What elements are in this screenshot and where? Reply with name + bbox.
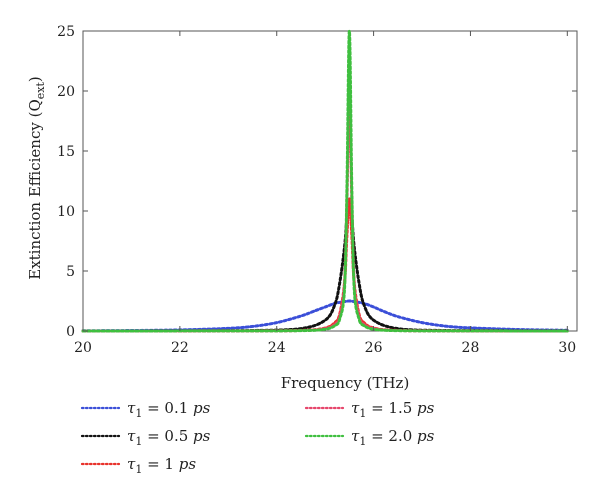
legend-label-unit: ps bbox=[417, 399, 435, 417]
y-tick-label: 20 bbox=[57, 84, 75, 100]
series-lines bbox=[81, 29, 569, 333]
y-tick-label: 15 bbox=[57, 144, 75, 160]
legend-item: τ1 = 1.5 ps bbox=[304, 399, 435, 420]
legend-label-unit: ps bbox=[193, 427, 211, 445]
legend-label-unit: ps bbox=[193, 399, 211, 417]
legend-label-symbol: τ bbox=[351, 427, 360, 445]
legend-label-value: = 2.0 bbox=[366, 427, 417, 445]
series-line-1 bbox=[81, 299, 569, 333]
legend-label: τ1 = 1.5 ps bbox=[351, 399, 435, 420]
y-axis-title: Extinction Efficiency (Qext) bbox=[26, 76, 47, 280]
legend-label: τ1 = 1 ps bbox=[127, 455, 196, 476]
y-tick-label: 5 bbox=[66, 264, 75, 280]
legend-item: τ1 = 0.1 ps bbox=[80, 399, 211, 420]
y-tick-label: 0 bbox=[66, 324, 75, 340]
y-axis-title-close: ) bbox=[26, 76, 44, 82]
y-tick-label: 10 bbox=[57, 204, 75, 220]
series-line-3 bbox=[81, 197, 569, 333]
legend-label-value: = 1 bbox=[142, 455, 178, 473]
legend-label: τ1 = 2.0 ps bbox=[351, 427, 435, 448]
y-axis-title-main: Extinction Efficiency (Q bbox=[26, 99, 44, 280]
svg-text:Extinction Efficiency (Qext): Extinction Efficiency (Qext) bbox=[26, 76, 47, 280]
legend-label-value: = 1.5 bbox=[366, 399, 417, 417]
legend-label-symbol: τ bbox=[351, 399, 360, 417]
legend-label-symbol: τ bbox=[127, 399, 136, 417]
series-line-5 bbox=[81, 29, 569, 333]
x-tick-label: 28 bbox=[462, 340, 480, 356]
x-tick-label: 30 bbox=[558, 340, 576, 356]
y-tick-label: 25 bbox=[57, 24, 75, 40]
x-axis-ticks: 20 22 24 26 28 30 bbox=[74, 31, 576, 356]
plot-frame bbox=[82, 30, 578, 332]
legend-label-subscript: 1 bbox=[359, 407, 366, 420]
legend-label-subscript: 1 bbox=[135, 463, 142, 476]
series-line-2 bbox=[81, 197, 569, 333]
legend-label: τ1 = 0.1 ps bbox=[127, 399, 211, 420]
legend-label-unit: ps bbox=[417, 427, 435, 445]
x-axis-title: Frequency (THz) bbox=[281, 374, 410, 392]
x-tick-label: 24 bbox=[268, 340, 286, 356]
series-line-4 bbox=[81, 95, 569, 333]
y-axis-ticks: 0 5 10 15 20 25 bbox=[57, 24, 577, 340]
legend-label-symbol: τ bbox=[127, 455, 136, 473]
legend-item: τ1 = 0.5 ps bbox=[80, 427, 211, 448]
legend-label-subscript: 1 bbox=[135, 435, 142, 448]
plot-area bbox=[82, 30, 578, 332]
legend-label-subscript: 1 bbox=[359, 435, 366, 448]
legend-label-value: = 0.5 bbox=[142, 427, 193, 445]
legend-label-subscript: 1 bbox=[135, 407, 142, 420]
legend-label-symbol: τ bbox=[127, 427, 136, 445]
legend-label-value: = 0.1 bbox=[142, 399, 193, 417]
x-tick-label: 20 bbox=[74, 340, 92, 356]
x-tick-label: 26 bbox=[365, 340, 383, 356]
legend-label: τ1 = 0.5 ps bbox=[127, 427, 211, 448]
legend-item: τ1 = 1 ps bbox=[80, 455, 196, 476]
y-axis-title-subscript: ext bbox=[34, 82, 47, 100]
legend-item: τ1 = 2.0 ps bbox=[304, 427, 435, 448]
legend-label-unit: ps bbox=[179, 455, 197, 473]
x-tick-label: 22 bbox=[171, 340, 189, 356]
